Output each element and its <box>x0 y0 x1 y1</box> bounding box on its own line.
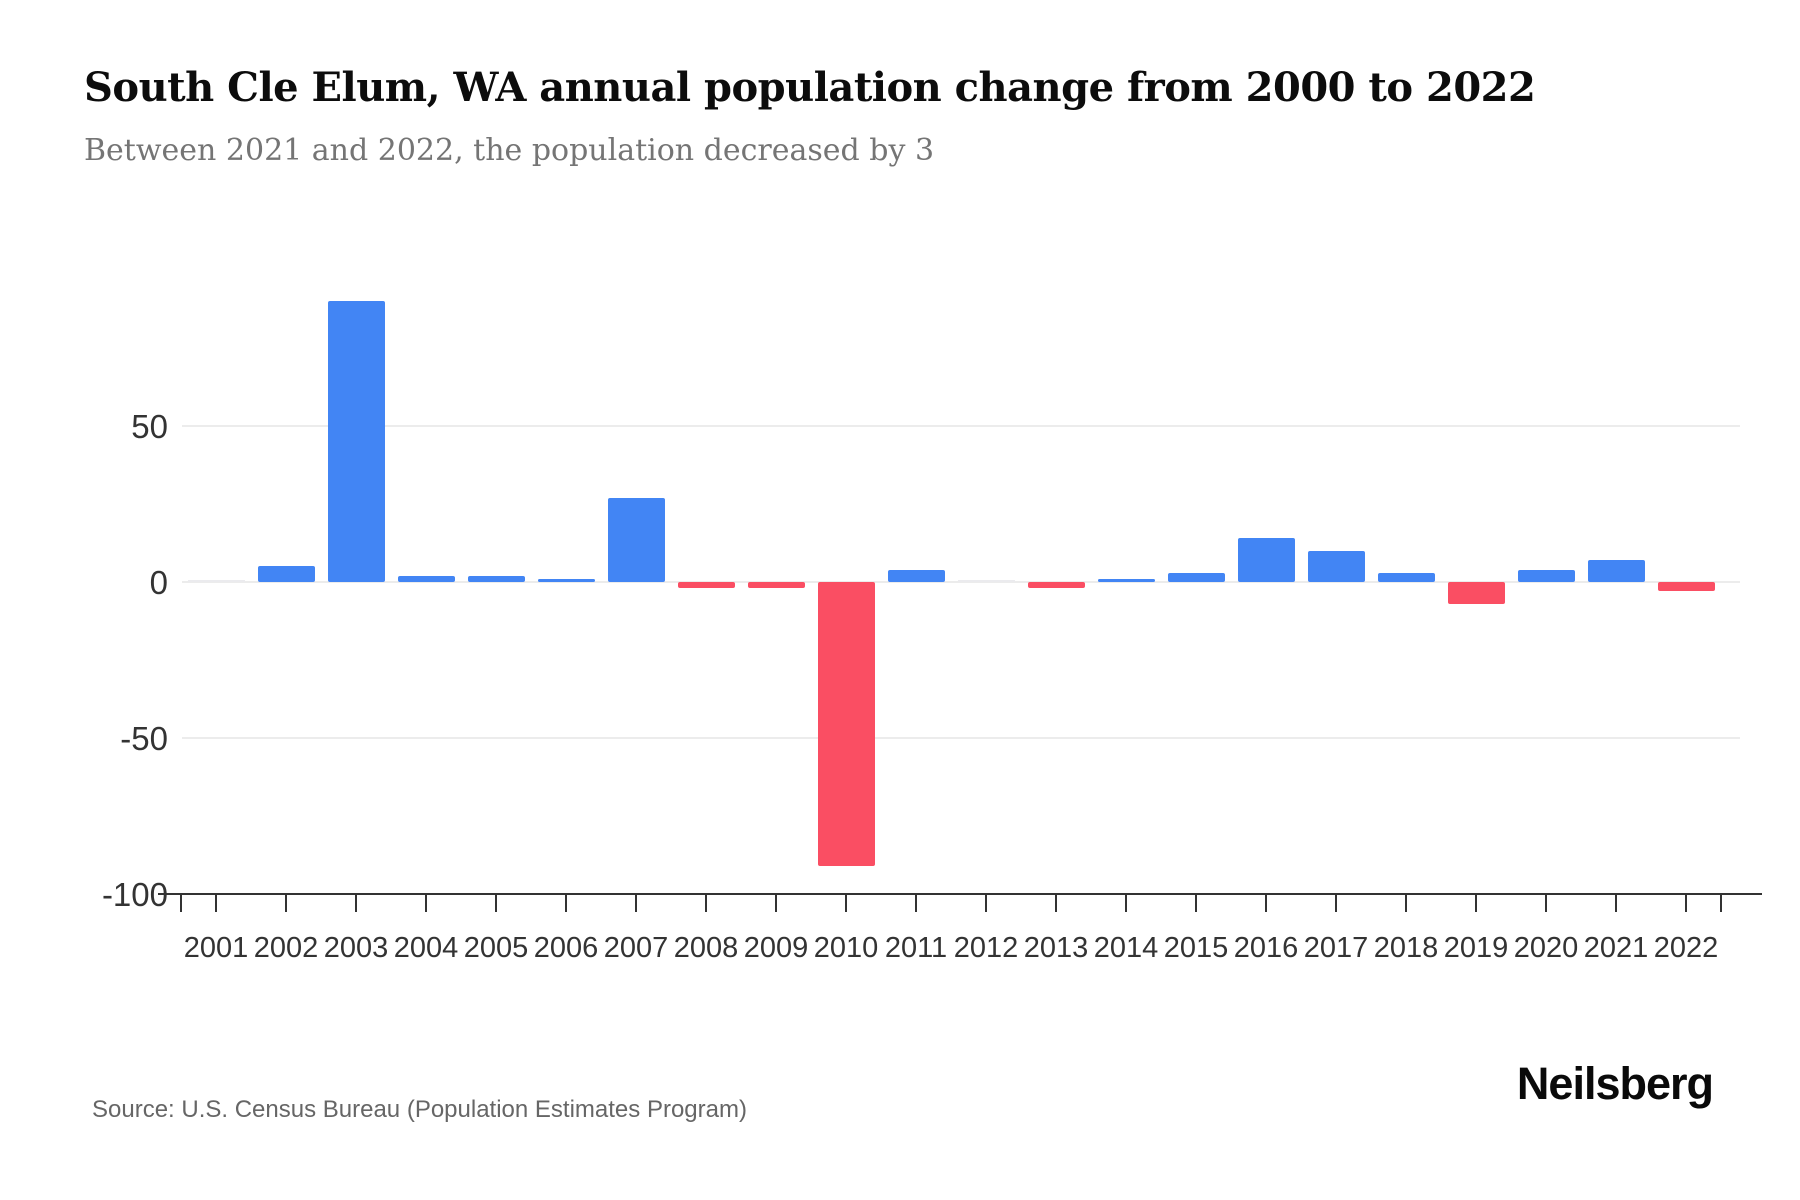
x-axis-label-2007: 2007 <box>603 932 669 964</box>
x-axis-label-2009: 2009 <box>743 932 809 964</box>
x-tick-2014 <box>1125 895 1127 912</box>
x-axis-label-2008: 2008 <box>673 932 739 964</box>
bar-2004[interactable] <box>397 575 455 582</box>
bar-2010[interactable] <box>817 582 875 867</box>
bar-2003[interactable] <box>327 300 385 582</box>
x-axis-edge-tick-left <box>180 895 182 912</box>
bar-2017[interactable] <box>1307 550 1365 582</box>
x-tick-2003 <box>355 895 357 912</box>
x-axis-label-2019: 2019 <box>1443 932 1509 964</box>
y-axis-label-50: 50 <box>131 407 168 445</box>
gridline-50 <box>182 424 1740 427</box>
x-axis-label-2004: 2004 <box>393 932 459 964</box>
bar-2005[interactable] <box>467 575 525 582</box>
bar-2002[interactable] <box>257 566 315 582</box>
y-axis-label--50: -50 <box>120 720 168 758</box>
y-axis-label--100: -100 <box>101 876 168 914</box>
x-axis-label-2006: 2006 <box>533 932 599 964</box>
x-axis-line <box>158 893 1762 895</box>
bar-2009[interactable] <box>747 582 805 589</box>
bar-2019[interactable] <box>1447 582 1505 604</box>
x-axis-label-2001: 2001 <box>183 932 249 964</box>
x-tick-2016 <box>1265 895 1267 912</box>
x-tick-2017 <box>1335 895 1337 912</box>
x-axis-label-2020: 2020 <box>1513 932 1579 964</box>
x-tick-2007 <box>635 895 637 912</box>
x-tick-2001 <box>215 895 217 912</box>
x-axis-label-2014: 2014 <box>1093 932 1159 964</box>
gridline--50 <box>182 737 1740 740</box>
gridline-0 <box>182 581 1740 583</box>
bar-2018[interactable] <box>1377 572 1435 582</box>
x-axis-label-2003: 2003 <box>323 932 389 964</box>
x-tick-2015 <box>1195 895 1197 912</box>
bar-2013[interactable] <box>1027 582 1085 589</box>
x-tick-2020 <box>1545 895 1547 912</box>
bar-2021[interactable] <box>1587 560 1645 582</box>
chart-subtitle: Between 2021 and 2022, the population de… <box>84 133 935 168</box>
x-tick-2019 <box>1475 895 1477 912</box>
bar-2001[interactable] <box>187 580 245 582</box>
chart-title: South Cle Elum, WA annual population cha… <box>84 64 1536 111</box>
x-axis-label-2016: 2016 <box>1233 932 1299 964</box>
x-tick-2018 <box>1405 895 1407 912</box>
x-tick-2012 <box>985 895 987 912</box>
x-axis-label-2002: 2002 <box>253 932 319 964</box>
bar-2006[interactable] <box>537 578 595 582</box>
bar-2008[interactable] <box>677 582 735 589</box>
x-axis-label-2012: 2012 <box>953 932 1019 964</box>
x-tick-2010 <box>845 895 847 912</box>
bar-2007[interactable] <box>607 497 665 582</box>
x-axis-label-2021: 2021 <box>1583 932 1649 964</box>
x-tick-2013 <box>1055 895 1057 912</box>
x-axis-label-2018: 2018 <box>1373 932 1439 964</box>
bar-2020[interactable] <box>1517 569 1575 582</box>
x-tick-2008 <box>705 895 707 912</box>
bar-2014[interactable] <box>1097 578 1155 582</box>
x-tick-2021 <box>1615 895 1617 912</box>
bar-2011[interactable] <box>887 569 945 582</box>
x-axis-label-2005: 2005 <box>463 932 529 964</box>
bar-2022[interactable] <box>1657 582 1715 592</box>
x-axis-label-2015: 2015 <box>1163 932 1229 964</box>
x-axis-label-2010: 2010 <box>813 932 879 964</box>
bar-2015[interactable] <box>1167 572 1225 582</box>
x-tick-2011 <box>915 895 917 912</box>
x-axis-label-2011: 2011 <box>884 932 948 964</box>
x-axis-label-2022: 2022 <box>1653 932 1719 964</box>
x-tick-2009 <box>775 895 777 912</box>
y-axis-label-0: 0 <box>149 564 168 601</box>
bar-2016[interactable] <box>1237 538 1295 582</box>
x-tick-2005 <box>495 895 497 912</box>
bar-2012[interactable] <box>957 580 1015 582</box>
x-tick-2004 <box>425 895 427 912</box>
x-axis-label-2013: 2013 <box>1023 932 1089 964</box>
x-axis-label-2017: 2017 <box>1303 932 1369 964</box>
x-tick-2022 <box>1685 895 1687 912</box>
x-tick-2006 <box>565 895 567 912</box>
source-attribution: Source: U.S. Census Bureau (Population E… <box>92 1096 747 1123</box>
x-axis-edge-tick-right <box>1720 895 1722 912</box>
x-tick-2002 <box>285 895 287 912</box>
brand-logo: Neilsberg <box>1516 1058 1714 1109</box>
